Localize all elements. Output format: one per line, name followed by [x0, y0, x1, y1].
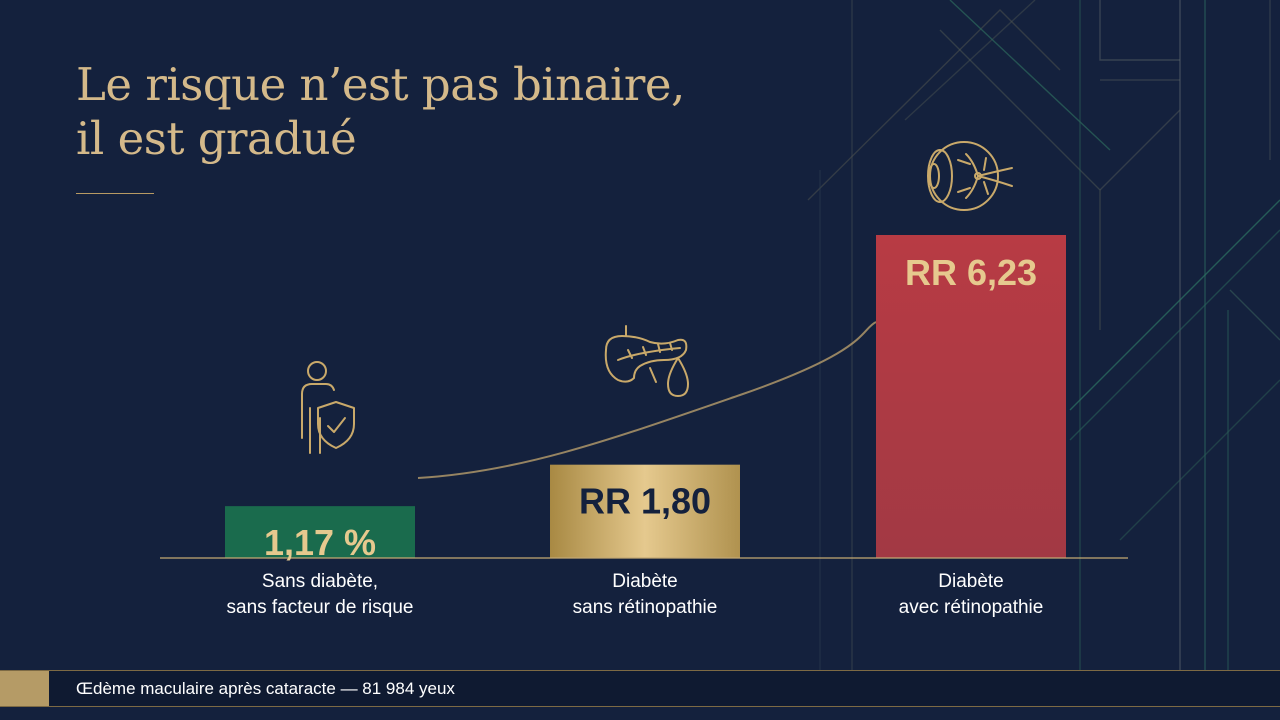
bar-diabete-avec-retinopathie: [876, 235, 1066, 558]
footer-accent-block: [0, 671, 49, 706]
category-label-line: sans rétinopathie: [572, 597, 718, 618]
footer-source-note: Œdème maculaire après cataracte — 81 984…: [76, 679, 455, 698]
eye-icon: [927, 141, 1013, 211]
value-label-sans-diabete: 1,17 %: [264, 522, 376, 563]
category-label-diabete-avec-retinopathie: Diabète avec rétinopathie: [821, 569, 1121, 621]
footer-bottom-rule: [0, 706, 1280, 707]
title-underline: [76, 193, 154, 194]
bar-sans-diabete: [225, 506, 415, 558]
trend-line: [417, 321, 877, 479]
person-shield-icon: [301, 361, 355, 454]
page-title: Le risque n’est pas binaire, il est grad…: [76, 58, 685, 166]
bars: [225, 235, 1066, 558]
category-label-diabete-sans-retinopathie: Diabète sans rétinopathie: [495, 569, 795, 621]
pancreas-drop-icon: [604, 325, 689, 397]
category-label-line: sans facteur de risque: [226, 597, 414, 618]
value-label-diabete-avec-retinopathie: RR 6,23: [905, 252, 1037, 293]
category-label-line: Sans diabète,: [261, 571, 379, 592]
category-label-line: avec rétinopathie: [898, 597, 1044, 618]
value-label-diabete-sans-retinopathie: RR 1,80: [579, 481, 711, 522]
risk-bar-chart: 1,17 % RR 1,80 RR 6,23: [160, 141, 1128, 563]
bar-diabete-sans-retinopathie: [550, 464, 740, 558]
footer-bar: [0, 670, 1280, 706]
category-label-sans-diabete: Sans diabète, sans facteur de risque: [170, 569, 470, 621]
title-line-2: il est gradué: [76, 112, 357, 165]
footer-top-rule: [0, 670, 1280, 671]
category-label-line: Diabète: [938, 571, 1004, 592]
category-label-line: Diabète: [612, 571, 678, 592]
title-line-1: Le risque n’est pas binaire,: [76, 58, 685, 111]
